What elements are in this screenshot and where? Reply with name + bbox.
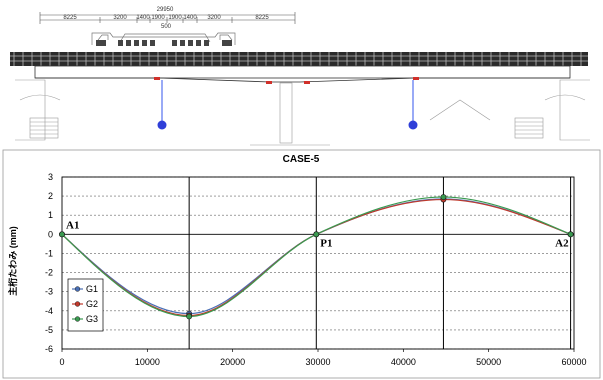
dim-1: 8225 [63, 15, 77, 21]
deflection-chart: CASE-5 主桁たわみ (mm) -6 -5 -4 -3 -2 -1 0 1 2 3 0 10000… [2, 149, 601, 379]
support-label-a1: A1 [66, 219, 79, 231]
cross-section [91, 32, 236, 45]
x-tick-label: 0 [59, 357, 64, 367]
y-tick-label: 3 [48, 172, 53, 182]
data-point-g3 [440, 194, 447, 200]
data-point-g3 [567, 231, 574, 238]
y-tick-label: -4 [45, 306, 53, 316]
legend-swatch-marker [74, 286, 81, 292]
dim-4: 1900 [151, 15, 165, 21]
dim-5: 1900 [168, 15, 182, 21]
y-tick-label: -5 [45, 325, 53, 335]
pier [250, 82, 330, 146]
load-points [157, 80, 418, 130]
abutment-right [429, 79, 590, 141]
chart-title: CASE-5 [283, 154, 320, 165]
bridge-drawing: 29950 8225 3200 1400 1900 1900 1400 3200… [10, 7, 590, 146]
y-tick-label: -1 [45, 248, 53, 258]
y-tick-label: 0 [48, 229, 53, 239]
series-layer [59, 194, 574, 320]
legend-swatch-marker [74, 301, 81, 307]
legend-swatch-marker [74, 316, 81, 322]
x-tick-label: 30000 [305, 357, 330, 367]
dim-3: 1400 [136, 15, 150, 21]
dim-2: 3200 [113, 15, 127, 21]
abutment-left [15, 79, 61, 141]
data-point-g3 [59, 231, 65, 238]
tick-layer: -6 -5 -4 -3 -2 -1 0 1 2 3 0 10000 20000 30000 40000 500… [45, 172, 587, 367]
cross-section-girders [96, 40, 232, 46]
data-point-g3 [313, 231, 320, 238]
legend-box [67, 278, 104, 332]
support-layer: A1 P1 A2 [66, 219, 569, 249]
legend: G1 G2 G3 [67, 278, 104, 332]
y-tick-label: -3 [45, 287, 53, 297]
x-tick-label: 20000 [220, 357, 245, 367]
bearings [154, 77, 419, 84]
x-tick-label: 50000 [476, 357, 501, 367]
dim-7: 3200 [207, 15, 221, 21]
center-dim: 500 [161, 24, 172, 30]
legend-entry-g3: G3 [86, 314, 98, 324]
overall-dim: 29950 [157, 7, 174, 13]
data-point-g3 [186, 313, 193, 320]
y-tick-label: 1 [48, 210, 53, 220]
legend-entry-g1: G1 [86, 284, 98, 294]
chart-frame [2, 149, 601, 379]
support-label-a2: A2 [555, 237, 569, 249]
support-label-p1: P1 [320, 237, 332, 249]
legend-entry-g2: G2 [86, 299, 98, 309]
bridge-deck [10, 52, 588, 66]
y-axis-label: 主桁たわみ (mm) [7, 226, 18, 296]
x-tick-label: 10000 [135, 357, 160, 367]
x-tick-label: 60000 [561, 357, 586, 367]
y-tick-label: -6 [45, 344, 53, 354]
dim-8: 8225 [255, 15, 269, 21]
x-tick-label: 40000 [391, 357, 416, 367]
dim-6: 1400 [183, 15, 197, 21]
main-girder [34, 65, 571, 83]
y-tick-label: 2 [48, 191, 53, 201]
y-tick-label: -2 [45, 268, 53, 278]
vline-layer [188, 177, 572, 349]
dimension-lines [39, 12, 296, 24]
